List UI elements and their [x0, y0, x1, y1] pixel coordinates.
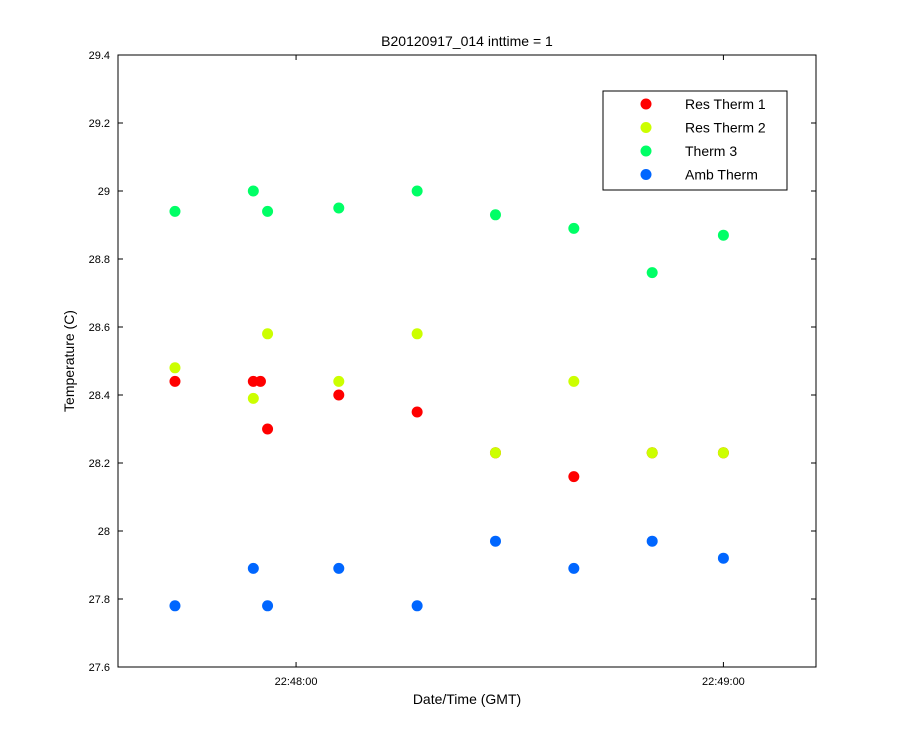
legend-marker	[640, 122, 652, 133]
data-point	[646, 267, 658, 279]
legend-marker	[640, 145, 652, 157]
x-axis-ticks: 22:48:00 22:49:00	[275, 55, 745, 688]
y-tick-label: 29.4	[89, 50, 110, 62]
data-point	[411, 406, 423, 418]
data-point	[247, 392, 259, 404]
y-tick-label: 28.2	[89, 458, 110, 470]
data-point	[568, 562, 580, 574]
legend-label: Amb Therm	[685, 167, 758, 183]
x-tick-label: 22:49:00	[702, 676, 745, 688]
data-point	[333, 375, 345, 387]
legend: Res Therm 1 Res Therm 2 Therm 3 Amb Therm	[602, 90, 788, 191]
data-point	[169, 362, 181, 374]
data-point	[411, 185, 423, 197]
legend-label: Therm 3	[685, 143, 737, 159]
data-point	[489, 209, 501, 221]
data-point	[646, 535, 658, 547]
data-point	[262, 205, 274, 217]
data-point	[568, 471, 580, 483]
data-points	[169, 185, 729, 612]
y-axis-ticks: 27.6 27.8 28 28.2 28.4 28.6 28.8 29 29.2 29.4	[89, 50, 816, 674]
data-point	[717, 552, 729, 564]
y-tick-label: 29	[98, 186, 110, 198]
legend-marker	[640, 169, 652, 180]
x-tick-label: 22:48:00	[275, 676, 318, 688]
data-point	[717, 229, 729, 241]
chart-title: B20120917_014 inttime = 1	[381, 33, 553, 49]
y-tick-label: 28	[98, 526, 110, 538]
y-tick-label: 27.8	[89, 594, 110, 606]
data-point	[262, 328, 274, 340]
data-point	[646, 447, 658, 459]
x-axis-label: Date/Time (GMT)	[413, 691, 521, 707]
data-point	[254, 375, 266, 387]
data-point	[169, 600, 181, 612]
data-point	[247, 185, 259, 197]
y-axis-label: Temperature (C)	[61, 310, 77, 412]
data-point	[568, 222, 580, 234]
y-tick-label: 28.4	[89, 390, 110, 402]
data-point	[169, 375, 181, 387]
legend-label: Res Therm 1	[685, 96, 766, 112]
data-point	[717, 447, 729, 459]
data-point	[262, 600, 274, 612]
data-point	[333, 562, 345, 574]
y-tick-label: 28.6	[89, 322, 110, 334]
data-point	[247, 562, 259, 574]
legend-label: Res Therm 2	[685, 120, 766, 136]
data-point	[489, 447, 501, 459]
data-point	[568, 375, 580, 387]
y-tick-label: 28.8	[89, 254, 110, 266]
data-point	[411, 600, 423, 612]
legend-box	[602, 90, 788, 191]
data-point	[333, 389, 345, 401]
data-point	[333, 202, 345, 214]
data-point	[169, 205, 181, 217]
data-point	[411, 328, 423, 340]
y-tick-label: 27.6	[89, 662, 110, 674]
data-point	[489, 535, 501, 547]
y-tick-label: 29.2	[89, 118, 110, 130]
data-point	[262, 423, 274, 435]
legend-marker	[640, 98, 652, 110]
